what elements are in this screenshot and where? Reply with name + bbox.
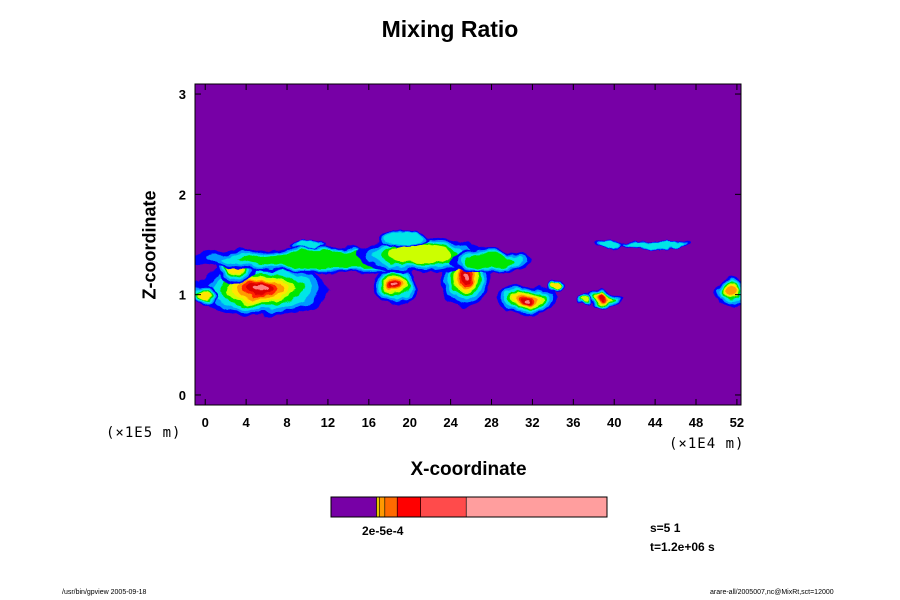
x-unit-label: (×1E4 m) <box>669 436 745 452</box>
contour-band-13-level-2 <box>385 233 424 246</box>
colorbar-segment-6 <box>465 496 608 518</box>
x-tick-label-0: 0 <box>202 415 209 430</box>
contour-blob-5-level-9 <box>524 298 531 302</box>
time-info: t=1.2e+06 s <box>650 540 715 554</box>
x-tick-label-40: 40 <box>607 415 621 430</box>
x-tick-label-24: 24 <box>443 415 458 430</box>
y-tick-label-0: 0 <box>179 388 186 403</box>
y-tick-label-2: 2 <box>179 187 186 202</box>
contour-band-15-level-2 <box>628 241 682 248</box>
step-info: s=5 1 <box>650 521 681 535</box>
x-tick-label-32: 32 <box>525 415 539 430</box>
y-unit-label: (×1E5 m) <box>106 425 182 441</box>
x-tick-label-12: 12 <box>321 415 335 430</box>
contour-band-16-level-2 <box>598 240 620 249</box>
x-axis-label: X-coordinate <box>410 459 527 480</box>
x-tick-label-44: 44 <box>648 415 663 430</box>
x-tick-label-28: 28 <box>484 415 498 430</box>
contour-blob-0-level-9 <box>254 287 269 293</box>
contour-blob-7-level-6 <box>726 287 738 298</box>
y-tick-label-1: 1 <box>179 288 186 303</box>
x-tick-label-36: 36 <box>566 415 580 430</box>
footer-left: /usr/bin/gpview 2005-09-18 <box>62 589 147 596</box>
y-tick-label-3: 3 <box>179 87 186 102</box>
colorbar-segment-5 <box>420 496 467 518</box>
contour-blob-9-level-4 <box>580 296 587 303</box>
colorbar-segment-4 <box>396 496 421 518</box>
contour-blob-3-level-9 <box>392 282 397 287</box>
colorbar-label: 2e-5e-4 <box>362 524 404 538</box>
x-tick-label-20: 20 <box>402 415 416 430</box>
colorbar-segment-3 <box>384 496 398 518</box>
colorbar-segment-0 <box>330 496 377 518</box>
contour-band-11-level-4 <box>388 245 452 264</box>
contour-blob-8-level-5 <box>552 283 560 290</box>
x-tick-label-52: 52 <box>730 415 744 430</box>
contour-blob-4-level-9 <box>463 273 469 280</box>
y-axis-label: Z-coordinate <box>139 190 160 300</box>
chart-title: Mixing Ratio <box>381 16 519 42</box>
contour-blob-6-level-8 <box>600 297 608 301</box>
contour-band-12-level-3 <box>466 254 517 270</box>
x-tick-label-4: 4 <box>243 415 251 430</box>
colorbar-segment-2 <box>378 496 386 518</box>
colorbar-segment-1 <box>376 496 380 518</box>
x-tick-label-8: 8 <box>283 415 290 430</box>
x-tick-label-48: 48 <box>689 415 703 430</box>
plot-frame <box>194 83 742 406</box>
colorbar-frame <box>330 496 608 518</box>
contour-band-14-level-2 <box>295 240 320 249</box>
x-tick-label-16: 16 <box>362 415 376 430</box>
contour-field <box>195 231 741 316</box>
contour-blob-2-level-5 <box>199 289 211 300</box>
footer-right: arare-all/2005007,nc@MixRt,sct=12000 <box>710 589 834 596</box>
